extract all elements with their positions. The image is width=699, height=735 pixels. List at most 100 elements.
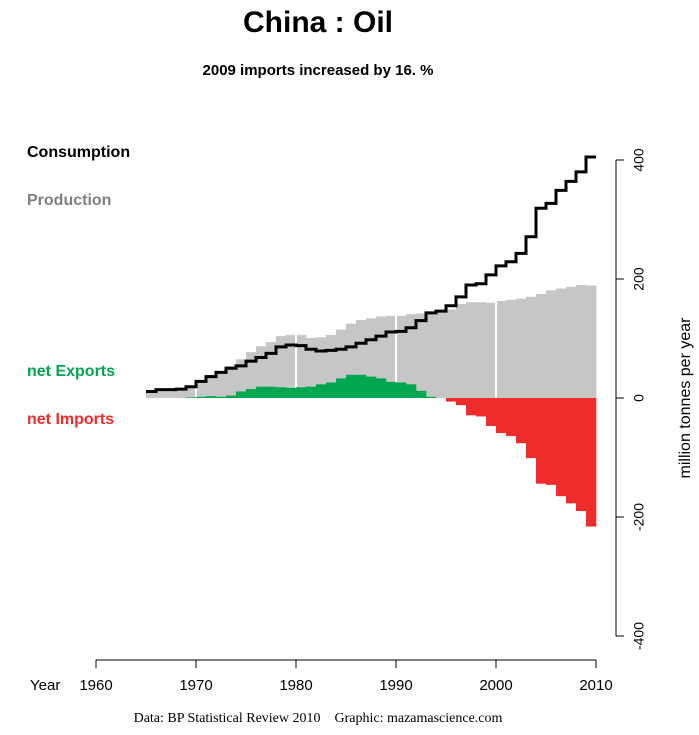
bar <box>256 346 267 398</box>
bar <box>586 398 597 527</box>
bar <box>266 342 277 398</box>
bar <box>486 398 497 426</box>
y-tick-label: 0 <box>631 394 647 402</box>
bar <box>376 378 387 398</box>
bar <box>456 303 467 398</box>
bar <box>336 378 347 398</box>
bar <box>486 302 497 398</box>
bar <box>326 334 337 398</box>
bar <box>236 391 247 398</box>
bar <box>516 298 527 398</box>
bar <box>236 359 247 398</box>
bar <box>276 387 287 398</box>
bar <box>446 309 457 398</box>
bar <box>466 398 477 416</box>
bar <box>256 386 267 398</box>
bar <box>436 311 447 398</box>
bar <box>246 389 257 398</box>
bar <box>156 389 167 398</box>
bar <box>466 302 477 398</box>
bar <box>526 296 537 398</box>
bar <box>286 387 297 398</box>
bar <box>346 323 357 398</box>
bar <box>406 314 417 398</box>
bar <box>216 396 227 398</box>
bar <box>296 334 307 398</box>
line <box>146 155 596 393</box>
bar <box>316 337 327 398</box>
bar <box>356 374 367 398</box>
bar <box>296 387 307 398</box>
x-tick-label: 2010 <box>579 677 612 694</box>
bar <box>336 329 347 398</box>
bar <box>446 398 457 402</box>
bar <box>356 320 367 398</box>
bar <box>246 352 257 398</box>
legend-label: Consumption <box>27 144 130 161</box>
legend-label: Production <box>27 192 111 209</box>
legend-label: net Imports <box>27 411 114 428</box>
bar <box>536 293 547 398</box>
y-tick-label: 200 <box>631 267 647 291</box>
footer: Data: BP Statistical Review 2010 Graphic… <box>134 711 503 726</box>
bar <box>186 386 197 398</box>
x-axis-label: Year <box>30 677 60 694</box>
bar <box>306 337 317 398</box>
bar <box>526 398 537 459</box>
bar <box>206 374 217 398</box>
bar <box>396 382 407 398</box>
bar <box>556 288 567 398</box>
bar <box>566 286 577 398</box>
bar <box>406 384 417 398</box>
bar <box>576 398 587 512</box>
bar <box>226 365 237 398</box>
y-tick-label: -200 <box>631 503 647 531</box>
x-tick-label: 1980 <box>279 677 312 694</box>
chart-title: China : Oil <box>243 6 393 39</box>
bar <box>206 396 217 398</box>
y-tick-label: -400 <box>631 622 647 650</box>
bar <box>566 398 577 504</box>
bar <box>416 313 427 398</box>
bar <box>376 316 387 398</box>
bar <box>216 371 227 398</box>
bar <box>546 398 557 485</box>
bar <box>196 380 207 398</box>
bar <box>276 336 287 398</box>
x-tick-label: 1970 <box>179 677 212 694</box>
bar <box>146 391 157 398</box>
bar <box>496 398 507 434</box>
bar <box>476 398 487 417</box>
x-tick-label: 2000 <box>479 677 512 694</box>
bar <box>396 315 407 398</box>
bar <box>416 390 427 398</box>
bar <box>226 395 237 398</box>
bar <box>426 311 437 398</box>
bar <box>586 285 597 398</box>
bar <box>306 386 317 398</box>
bar <box>366 318 377 398</box>
bar <box>556 398 567 497</box>
bar <box>546 290 557 398</box>
bar <box>266 386 277 398</box>
bar <box>366 376 377 398</box>
bar <box>196 396 207 398</box>
bar <box>346 374 357 398</box>
bar <box>386 381 397 398</box>
y-tick-label: 400 <box>631 148 647 172</box>
bar <box>176 389 187 398</box>
bar <box>386 315 397 398</box>
x-tick-label: 1990 <box>379 677 412 694</box>
bar <box>536 398 547 484</box>
bar <box>476 302 487 398</box>
bar <box>506 299 517 398</box>
bar <box>426 396 437 398</box>
x-tick-label: 1960 <box>79 677 112 694</box>
bar <box>506 398 517 437</box>
chart-subtitle: 2009 imports increased by 16. % <box>203 62 434 79</box>
bar <box>186 397 197 398</box>
bar <box>166 389 177 398</box>
y-axis-label: million tonnes per year <box>677 317 694 479</box>
bar <box>516 398 527 444</box>
